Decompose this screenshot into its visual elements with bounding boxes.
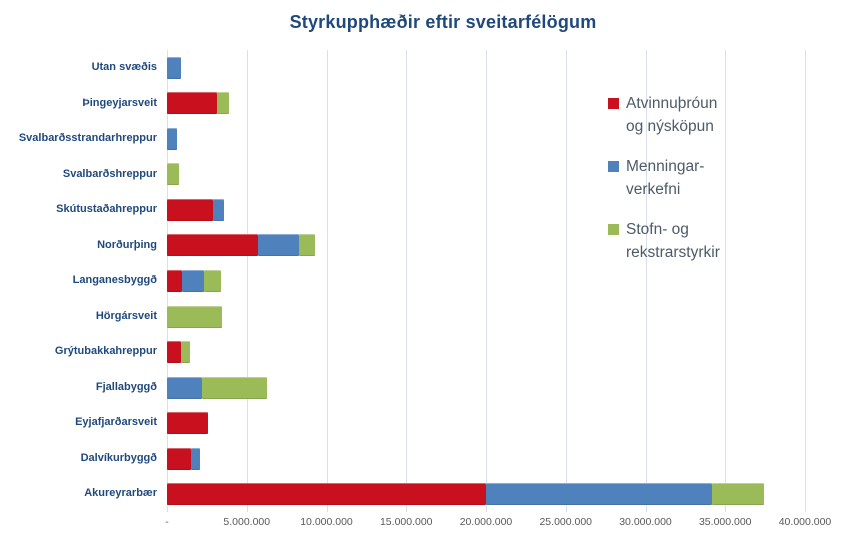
- category-label: Þingeyjarsveit: [82, 96, 157, 109]
- gridline: [406, 50, 408, 512]
- category-label: Grýtubakkahreppur: [54, 345, 157, 358]
- category-label: Svalbarðsstrandarhreppur: [18, 132, 157, 145]
- chart-title: Styrkupphæðir eftir sveitarfélögum: [289, 12, 597, 32]
- category-label: Dalvíkurbyggð: [80, 451, 157, 464]
- gridline: [725, 50, 727, 512]
- bar-segment: [167, 127, 177, 150]
- legend-label: Stofn- og rekstrarstyrkir: [626, 221, 720, 261]
- x-tick-label: -: [165, 516, 169, 528]
- category-label: Fjallabyggð: [95, 380, 157, 393]
- legend-item: Atvinnuþróun og nýsköpun: [608, 92, 758, 138]
- category-label: Skútustaðahreppur: [56, 203, 157, 216]
- x-tick-label: 10.000.000: [300, 516, 353, 528]
- bar-segment: [167, 447, 191, 470]
- legend-swatch-icon: [608, 224, 619, 235]
- x-tick-label: 5.000.000: [223, 516, 271, 528]
- gridline: [486, 50, 487, 512]
- bar-segment: [167, 163, 179, 186]
- legend-label: Atvinnuþróun og nýsköpun: [626, 95, 718, 135]
- category-label: Akureyrarbær: [84, 487, 157, 500]
- bar-segment: [217, 92, 230, 115]
- legend-label: Menningar- verkefni: [626, 158, 705, 198]
- bar-segment: [181, 341, 191, 364]
- category-label: Hörgársveit: [95, 309, 157, 322]
- bar-segment: [182, 270, 204, 292]
- bar-segment: [167, 305, 223, 328]
- gridline: [565, 50, 567, 512]
- bar-segment: [167, 270, 183, 292]
- x-tick-label: 30.000.000: [619, 516, 672, 528]
- bar-segment: [167, 56, 182, 79]
- x-tick-label: 15.000.000: [379, 516, 433, 528]
- bar-segment: [167, 412, 209, 435]
- x-tick-label: 35.000.000: [698, 516, 752, 528]
- gridline: [326, 50, 328, 512]
- bar-segment: [167, 341, 182, 364]
- legend-swatch-icon: [608, 98, 619, 109]
- x-tick-label: 20.000.000: [459, 516, 513, 528]
- category-label: Utan svæðis: [91, 61, 157, 73]
- legend-swatch-icon: [608, 161, 619, 172]
- x-tick-label: 25.000.000: [539, 516, 593, 528]
- bar-segment: [167, 483, 486, 506]
- bar-segment: [202, 376, 268, 399]
- bar-segment: [257, 234, 300, 257]
- gridline: [246, 50, 248, 512]
- bar-segment: [167, 92, 218, 115]
- bar-segment: [712, 483, 764, 506]
- x-tick-label: 40.000.000: [778, 516, 832, 528]
- bar-segment: [167, 198, 214, 221]
- category-label: Svalbarðshreppur: [62, 167, 157, 180]
- bar-segment: [203, 270, 222, 292]
- legend-item: Menningar- verkefni: [608, 155, 758, 201]
- legend-item: Stofn- og rekstrarstyrkir: [608, 218, 758, 264]
- bar-segment: [190, 447, 200, 470]
- bar-segment: [486, 483, 713, 506]
- bar-segment: [167, 376, 203, 399]
- category-label: Norðurþing: [97, 238, 157, 251]
- legend: Atvinnuþróun og nýsköpun Menningar- verke…: [608, 92, 758, 264]
- bar-segment: [213, 198, 225, 221]
- category-label: Langanesbyggð: [72, 274, 157, 287]
- gridline: [645, 50, 647, 512]
- bar-segment: [167, 234, 258, 257]
- gridline: [805, 50, 806, 512]
- bar-segment: [299, 234, 316, 257]
- category-label: Eyjafjarðarsveit: [75, 416, 157, 429]
